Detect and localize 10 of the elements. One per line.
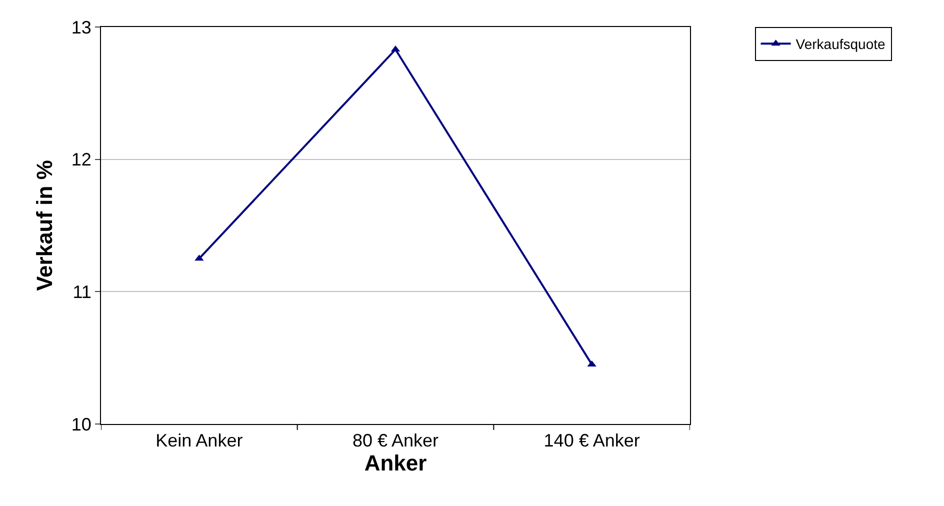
y-tick-label: 13 bbox=[71, 17, 92, 38]
y-axis-title: Verkauf in % bbox=[32, 160, 58, 291]
legend-label: Verkaufsquote bbox=[796, 36, 886, 52]
x-tick-label: Kein Anker bbox=[156, 430, 243, 451]
y-tick-label: 11 bbox=[72, 282, 92, 302]
x-tick-label: 80 € Anker bbox=[352, 430, 439, 451]
x-tick-label: 140 € Anker bbox=[544, 430, 640, 451]
y-tick-label: 10 bbox=[71, 414, 92, 434]
x-axis-title: Anker bbox=[364, 450, 428, 476]
y-tick-label: 12 bbox=[71, 150, 92, 170]
